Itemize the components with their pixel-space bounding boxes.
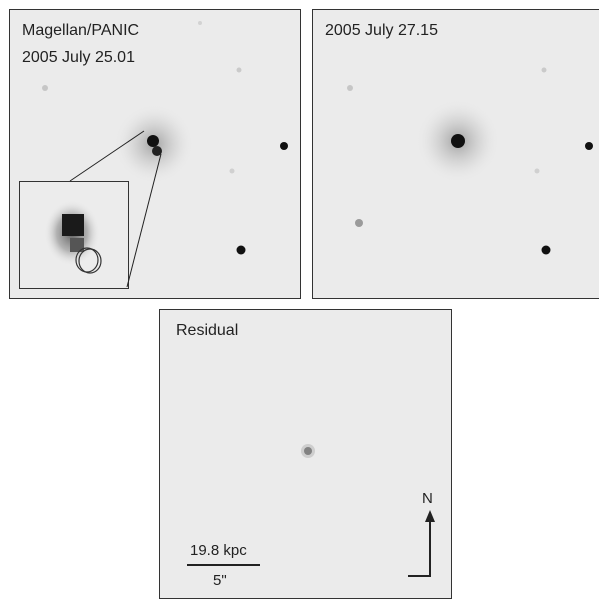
scale-bar-angular-label: 5"	[213, 572, 227, 589]
residual-source	[304, 447, 312, 455]
faint-source	[236, 67, 242, 73]
faint-source	[541, 67, 547, 73]
error-circle	[78, 248, 102, 274]
zoom-inset	[19, 181, 129, 289]
star	[585, 142, 593, 150]
panel-2-image	[347, 67, 593, 255]
inset-image	[44, 200, 102, 274]
compass-north-label: N	[422, 490, 433, 507]
epoch-label: 2005 July 27.15	[325, 22, 438, 39]
instrument-label: Magellan/PANIC	[22, 22, 140, 39]
transient-source	[152, 146, 162, 156]
star	[541, 245, 551, 255]
host-galaxy-core	[147, 135, 159, 147]
host-galaxy-core	[451, 134, 465, 148]
magellan-panic-panel: Magellan/PANIC 2005 July 25.01	[9, 9, 301, 299]
faint-source	[42, 85, 48, 91]
scale-bar-physical-label: 19.8 kpc	[190, 542, 247, 559]
epoch-label: 2005 July 25.01	[22, 49, 135, 66]
inset-core	[62, 214, 84, 236]
residual-source-halo	[301, 444, 315, 458]
faint-source	[347, 85, 353, 91]
inset-transient	[70, 238, 84, 252]
second-epoch-panel: 2005 July 27.15	[312, 9, 599, 299]
star	[236, 245, 246, 255]
residual-panel: Residual 19.8 kpc 5" N	[159, 309, 452, 599]
faint-source	[229, 168, 235, 174]
residual-label: Residual	[176, 322, 239, 339]
faint-source	[198, 21, 202, 25]
faint-source	[355, 219, 363, 227]
star	[280, 142, 288, 150]
panel-3-image	[187, 444, 435, 577]
arrow-up-icon	[425, 510, 435, 522]
faint-source	[534, 168, 540, 174]
